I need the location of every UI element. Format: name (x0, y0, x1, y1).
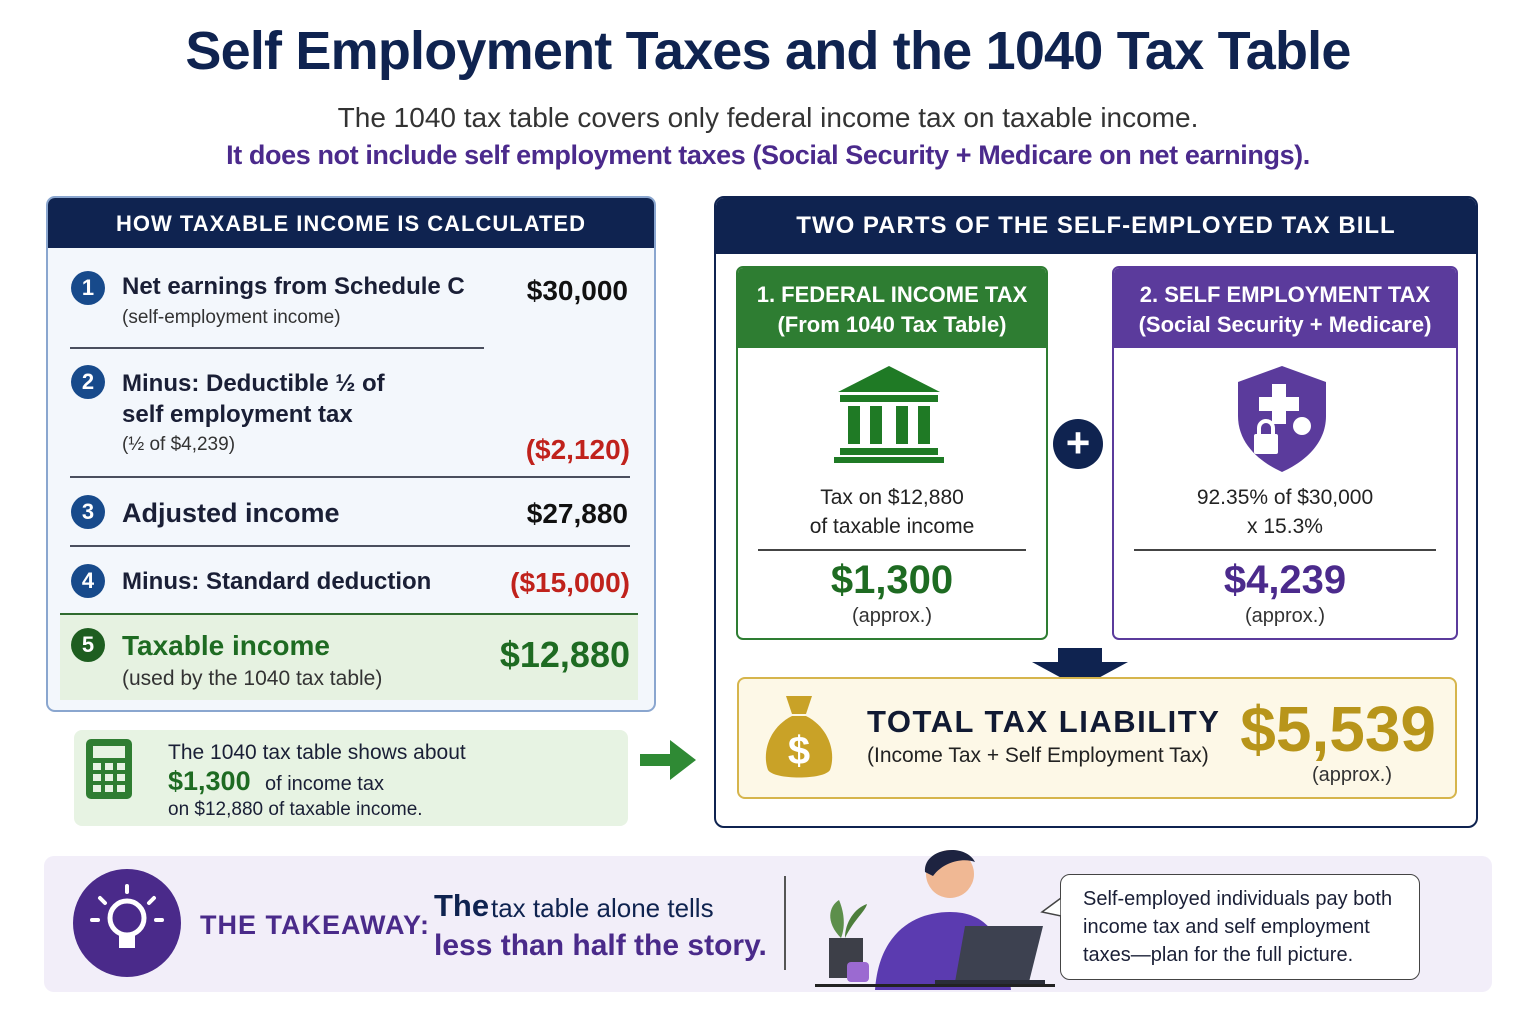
total-box (737, 677, 1457, 799)
subtitle: The 1040 tax table covers only federal i… (337, 102, 1199, 133)
plus-icon: + (1053, 419, 1103, 469)
callout-text: The 1040 tax table shows about (168, 741, 466, 764)
callout-amount: $1,300 (168, 766, 251, 796)
step-label: Taxable income (122, 630, 331, 661)
callout (74, 730, 628, 826)
income-tax-card: 1. FEDERAL INCOME TAX (From 1040 Tax Tab… (736, 266, 1048, 640)
card-amount: $1,300 (830, 558, 954, 602)
svg-text:$: $ (788, 729, 810, 773)
total-amount: $5,539 (1240, 693, 1436, 765)
step-number: 1 (71, 271, 105, 305)
step-label: Minus: Standard deduction (122, 568, 432, 595)
card-note: (approx.) (851, 605, 933, 627)
takeaway-label: THE TAKEAWAY: (200, 910, 431, 940)
note: It does not include self employment taxe… (226, 140, 1310, 170)
card-note: (approx.) (1244, 605, 1326, 627)
separator (1134, 549, 1436, 551)
person-illustration (815, 849, 1055, 990)
card-description: Tax on $12,880 of taxable income (738, 483, 1046, 541)
separator (758, 549, 1026, 551)
takeaway-text: tax table alone tells (491, 893, 714, 923)
step-label: Net earnings from Schedule C (122, 273, 465, 300)
step-detail: (½ of $4,239) (122, 434, 236, 455)
card-title: 1. FEDERAL INCOME TAX (756, 282, 1028, 307)
desc-line: of taxable income (809, 515, 975, 538)
step-amount: $27,880 (526, 498, 628, 529)
separator (70, 347, 484, 349)
divider (784, 876, 786, 970)
title: Self Employment Taxes and the 1040 Tax T… (185, 21, 1351, 81)
separator (60, 613, 638, 615)
highlight (60, 614, 638, 700)
total-detail: (Income Tax + Self Employment Tax) (867, 744, 1209, 767)
step-detail: (self-employment income) (122, 307, 341, 328)
calculator-icon (86, 739, 132, 799)
card-header: 1. FEDERAL INCOME TAX (From 1040 Tax Tab… (738, 268, 1046, 348)
card-subtitle: (Social Security + Medicare) (1138, 312, 1432, 337)
arrow (640, 740, 696, 780)
separator (70, 476, 630, 478)
step-label: Adjusted income (122, 498, 340, 528)
step-detail: (used by the 1040 tax table) (122, 667, 383, 690)
bubble-tail (1040, 896, 1064, 920)
panel-title: HOW TAXABLE INCOME IS CALCULATED (48, 198, 654, 248)
bubble-text: Self-employed individuals pay both incom… (1083, 888, 1393, 966)
callout-text: of income tax (265, 773, 384, 795)
separator (70, 545, 630, 547)
money-bag-icon: $ (765, 696, 833, 778)
panel-title: TWO PARTS OF THE SELF-EMPLOYED TAX BILL (716, 198, 1476, 254)
total-note: (approx.) (1311, 764, 1392, 786)
step-amount: $12,880 (499, 634, 630, 675)
takeaway-text: less than half the story. (434, 929, 767, 962)
desc-line: x 15.3% (1247, 515, 1323, 538)
card-title: 2. SELF EMPLOYMENT TAX (1139, 282, 1431, 307)
down-arrow (1032, 648, 1128, 688)
card-subtitle: (From 1040 Tax Table) (777, 312, 1007, 337)
bank-icon (834, 366, 944, 463)
step-amount: $30,000 (526, 275, 628, 306)
desc-line: 92.35% of $30,000 (1196, 486, 1374, 509)
takeaway-lead: The (434, 888, 490, 923)
speech-bubble (1060, 874, 1420, 980)
step-number: 2 (71, 365, 105, 399)
step-number: 4 (71, 564, 105, 598)
step-label: Minus: Deductible ½ of self employment t… (122, 370, 385, 428)
card-amount: $4,239 (1223, 558, 1347, 602)
step-amount: ($15,000) (510, 567, 630, 598)
step-amount: ($2,120) (525, 434, 630, 465)
lightbulb-icon (73, 869, 181, 977)
step-number: 5 (71, 628, 105, 662)
se-tax-card: 2. SELF EMPLOYMENT TAX (Social Security … (1112, 266, 1458, 640)
shield-icon (1238, 366, 1326, 472)
card-description: 92.35% of $30,000 x 15.3% (1114, 483, 1456, 541)
callout-text: on $12,880 of taxable income. (168, 799, 423, 820)
desc-line: Tax on $12,880 (820, 486, 964, 509)
step-number: 3 (71, 495, 105, 529)
total-label: TOTAL TAX LIABILITY (867, 704, 1221, 739)
card-header: 2. SELF EMPLOYMENT TAX (Social Security … (1114, 268, 1456, 348)
